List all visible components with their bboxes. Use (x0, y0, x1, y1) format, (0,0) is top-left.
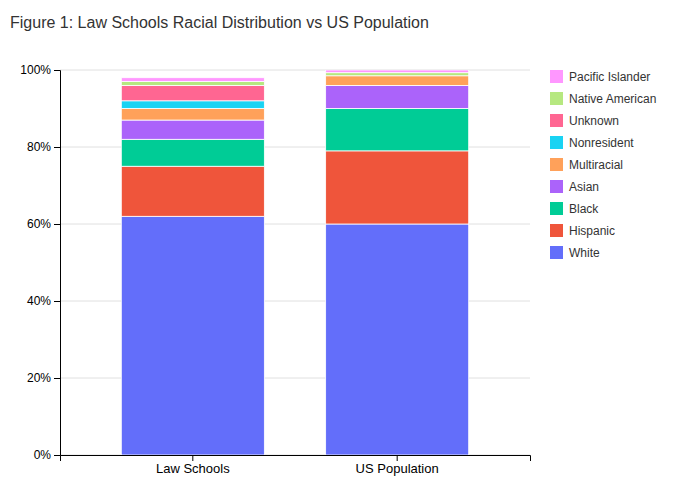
bar-segment (121, 120, 264, 139)
y-tick-label: 100% (20, 63, 51, 77)
bar-segment (121, 139, 264, 166)
series (121, 109, 468, 167)
y-tick-label: 80% (27, 140, 51, 154)
x-tick-label: Law Schools (156, 461, 230, 476)
legend-label: Black (569, 202, 599, 216)
y-tick: 20% (27, 371, 60, 385)
y-tick-mark (54, 301, 60, 302)
legend-swatch (550, 158, 563, 171)
legend-label: Pacific Islander (569, 70, 650, 84)
bars (121, 70, 468, 455)
series (121, 73, 468, 86)
series (121, 85, 264, 100)
y-tick: 60% (27, 217, 60, 231)
legend-item: Native American (550, 92, 656, 106)
bar-segment (121, 216, 264, 455)
y-axis-line (54, 71, 61, 456)
bar-segment (326, 73, 469, 76)
y-tick-mark (54, 378, 60, 379)
legend-swatch (550, 114, 563, 127)
series (121, 70, 468, 82)
y-tick-label: 0% (34, 448, 52, 462)
grid (60, 70, 530, 455)
series (121, 216, 468, 455)
y-tick-mark (54, 224, 60, 225)
y-tick: 100% (20, 63, 60, 77)
y-tick-mark (54, 147, 60, 148)
legend-item: Hispanic (550, 224, 615, 238)
y-tick: 80% (27, 140, 60, 154)
legend-label: White (569, 246, 600, 260)
legend-swatch (550, 224, 563, 237)
legend-label: Multiracial (569, 158, 623, 172)
legend-label: Asian (569, 180, 599, 194)
bar-segment (326, 70, 469, 73)
legend: Pacific Islander Native American Unknown No… (550, 70, 656, 260)
bar-segment (326, 76, 469, 86)
y-tick-mark (54, 70, 60, 71)
legend-item: Black (550, 202, 599, 216)
bar-segment (121, 85, 264, 100)
x-axis: Law Schools US Population (61, 455, 531, 476)
legend-swatch (550, 136, 563, 149)
title: Figure 1: Law Schools Racial Distributio… (10, 14, 429, 31)
legend-label: Native American (569, 92, 656, 106)
chart: Figure 1: Law Schools Racial Distributio… (0, 0, 700, 500)
x-tick-mark (397, 455, 398, 461)
bar-segment (121, 101, 264, 109)
legend-label: Hispanic (569, 224, 615, 238)
bar-segment (326, 109, 469, 151)
legend-swatch (550, 70, 563, 83)
bar-segment (326, 224, 469, 455)
series (121, 76, 468, 120)
legend-label: Nonresident (569, 136, 634, 150)
bar-segment (121, 166, 264, 216)
legend-swatch (550, 92, 563, 105)
bar-segment (121, 82, 264, 86)
legend-item: Unknown (550, 114, 619, 128)
bar-segment (121, 109, 264, 121)
y-tick: 0% (34, 448, 60, 462)
y-tick-label: 20% (27, 371, 51, 385)
bar-segment (326, 151, 469, 224)
plot-area: Law Schools US Population 0% 20% 40% 60% 80% 10… (20, 63, 530, 476)
y-tick-label: 40% (27, 294, 51, 308)
y-tick: 40% (27, 294, 60, 308)
series (121, 101, 264, 109)
legend-item: Nonresident (550, 136, 634, 150)
series (121, 85, 468, 139)
legend-swatch (550, 202, 563, 215)
legend-swatch (550, 246, 563, 259)
y-tick-label: 60% (27, 217, 51, 231)
x-axis-line (61, 456, 531, 462)
x-tick: Law Schools (156, 455, 230, 476)
legend-item: Pacific Islander (550, 70, 650, 84)
y-axis: 0% 20% 40% 60% 80% 100% (20, 63, 60, 462)
x-tick-mark (192, 455, 193, 461)
legend-item: Multiracial (550, 158, 623, 172)
x-tick-label: US Population (356, 461, 439, 476)
legend-swatch (550, 180, 563, 193)
y-tick-mark (54, 455, 60, 456)
bar-segment (121, 78, 264, 82)
x-tick: US Population (356, 455, 439, 476)
bar-segment (326, 85, 469, 108)
legend-item: White (550, 246, 600, 260)
legend-label: Unknown (569, 114, 619, 128)
legend-item: Asian (550, 180, 599, 194)
